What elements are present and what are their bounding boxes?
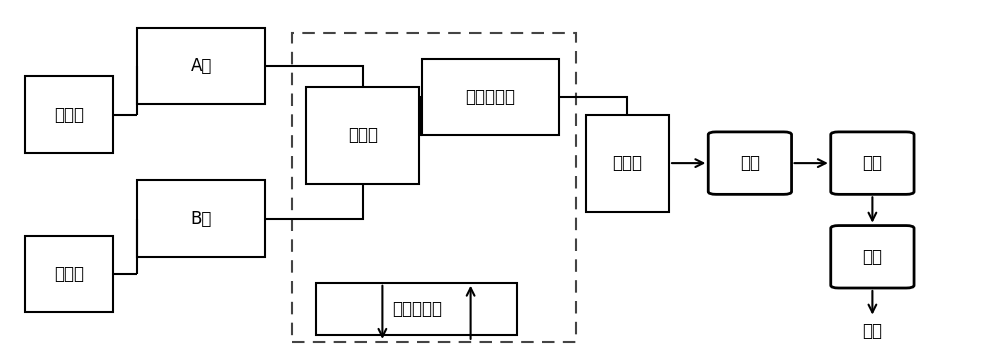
Bar [422,59,559,135]
Bar [137,28,265,104]
Text: 淬灭液: 淬灭液 [612,154,642,172]
Bar [137,181,265,257]
Text: 产物: 产物 [862,322,882,341]
Text: 过滤: 过滤 [862,248,882,266]
Bar [25,76,113,153]
Text: 循环冷却液: 循环冷却液 [392,300,442,318]
FancyBboxPatch shape [831,225,914,288]
Bar [306,87,419,184]
Text: A泵: A泵 [190,57,212,75]
Text: 原料液: 原料液 [54,105,84,124]
Bar [292,33,576,342]
Bar [25,236,113,312]
Text: 过滤: 过滤 [740,154,760,172]
Text: 打浆: 打浆 [862,154,882,172]
FancyBboxPatch shape [708,132,792,194]
FancyBboxPatch shape [831,132,914,194]
Bar [316,283,517,335]
Text: 辅料液: 辅料液 [54,265,84,283]
Text: B泵: B泵 [190,210,212,228]
Text: 混合器: 混合器 [348,126,378,144]
Text: 主反应管路: 主反应管路 [465,88,515,106]
Bar [586,115,669,212]
